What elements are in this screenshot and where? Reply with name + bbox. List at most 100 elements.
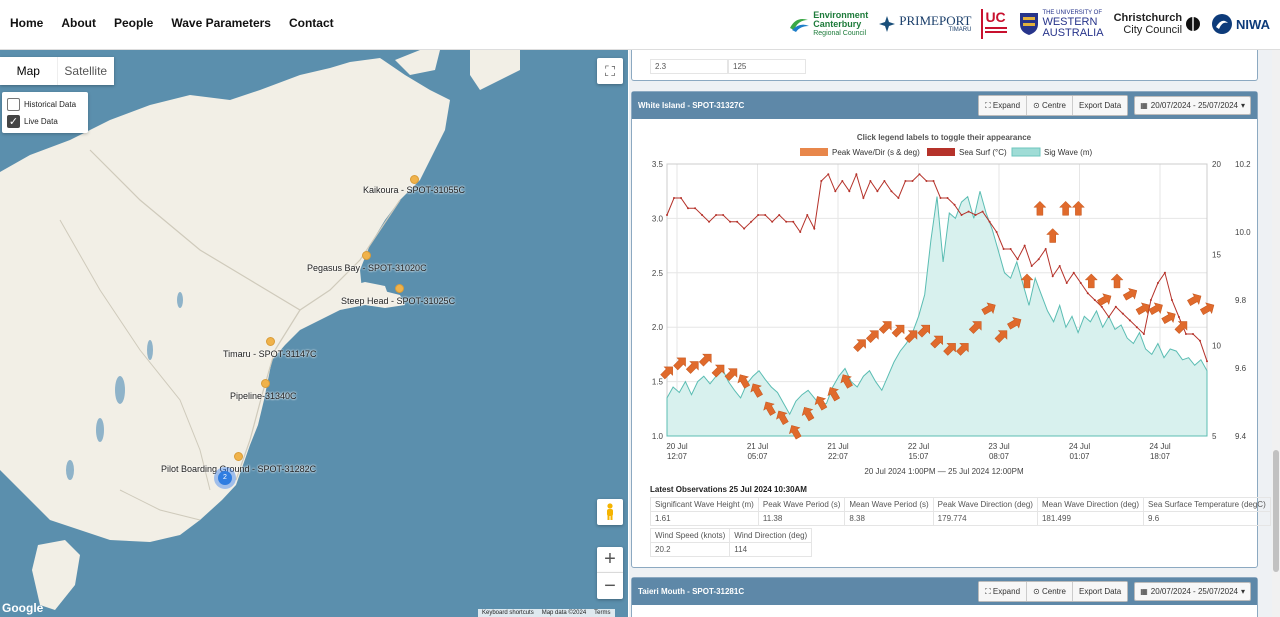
- primeport-logo[interactable]: PRIMEPORT TIMARU: [878, 14, 971, 34]
- peak-wave-arrow: [853, 339, 866, 353]
- station-label-pipeline[interactable]: Pipeline-31340C: [230, 391, 297, 401]
- sea-temp-point: [806, 214, 809, 216]
- keyboard-shortcuts-link[interactable]: Keyboard shortcuts: [482, 610, 534, 616]
- station-panel[interactable]: 2.3 125 White Island - SPOT-31327C ⛶ Exp…: [629, 50, 1272, 617]
- observation-value: 179.774: [932, 511, 1038, 526]
- station-marker-steep-head[interactable]: [395, 284, 404, 293]
- nav-home[interactable]: Home: [10, 16, 44, 30]
- peak-wave-arrow: [1084, 273, 1098, 289]
- station-label-timaru[interactable]: Timaru - SPOT-31147C: [223, 349, 317, 359]
- fullscreen-button[interactable]: ⛶: [597, 58, 623, 84]
- legend-swatch-1: [927, 148, 955, 156]
- primeport-text: PRIMEPORT: [899, 13, 972, 28]
- uwa-logo[interactable]: THE UNIVERSITY OF WESTERN AUSTRALIA: [1019, 10, 1104, 39]
- card2-date-range-picker[interactable]: ▦ 20/07/2024 - 25/07/2024 ▾: [1134, 582, 1251, 601]
- ecan-logo[interactable]: Environment Canterbury Regional Council: [788, 10, 868, 38]
- sea-temp-point: [1016, 258, 1019, 261]
- x-tick-label: 08:07: [989, 452, 1010, 461]
- wave-chart[interactable]: Click legend labels to toggle their appe…: [632, 126, 1257, 478]
- export-data-button[interactable]: Export Data: [1072, 96, 1128, 115]
- nav-contact[interactable]: Contact: [288, 16, 334, 30]
- sea-temp-point: [694, 207, 697, 210]
- station-marker-pegasus-bay[interactable]: [362, 251, 371, 260]
- station-cluster[interactable]: 2: [214, 467, 236, 489]
- legend-item-1[interactable]: Sea Surf (°C): [927, 148, 1007, 157]
- card-header: White Island - SPOT-31327C ⛶ Expand ⊙ Ce…: [632, 92, 1257, 119]
- sea-temp-point: [848, 190, 851, 193]
- map-view[interactable]: Kaikoura - SPOT-31055C Pegasus Bay - SPO…: [0, 50, 628, 617]
- x-tick-label: 12:07: [667, 452, 688, 461]
- peak-wave-arrow: [865, 330, 879, 344]
- top-navbar: Home About People Wave Parameters Contac…: [0, 0, 1280, 50]
- previous-station-card: 2.3 125: [631, 50, 1258, 81]
- street-view-button[interactable]: [597, 499, 623, 525]
- historical-label: Historical Data: [24, 100, 77, 109]
- legend-item-0[interactable]: Peak Wave/Dir (s & deg): [800, 148, 920, 157]
- x-tick-label: 24 Jul: [1069, 442, 1091, 451]
- x-tick-label: 21 Jul: [747, 442, 769, 451]
- observation-label: Mean Wave Period (s): [844, 497, 934, 512]
- nav-wave-parameters[interactable]: Wave Parameters: [171, 16, 271, 30]
- sea-temp-point: [764, 214, 767, 216]
- live-checkbox[interactable]: ✓: [7, 115, 20, 128]
- niwa-logo[interactable]: NIWA: [1211, 13, 1270, 35]
- terms-link[interactable]: Terms: [594, 610, 611, 616]
- y-left-tick-label: 2.5: [652, 269, 664, 278]
- zoom-in-button[interactable]: +: [597, 547, 623, 573]
- cluster-count: 2: [218, 471, 232, 485]
- y-temp-tick-label: 9.6: [1235, 364, 1247, 373]
- sea-temp-point: [729, 220, 732, 223]
- sea-temp-point: [1072, 271, 1075, 274]
- peak-wave-arrow: [660, 366, 673, 380]
- centre-button[interactable]: ⊙ Centre: [1027, 96, 1073, 115]
- station-label-kaikoura[interactable]: Kaikoura - SPOT-31055C: [363, 185, 466, 195]
- card2-header: Taieri Mouth - SPOT-31281C ⛶ Expand ⊙ Ce…: [632, 578, 1257, 605]
- page-scrollbar[interactable]: [1272, 50, 1280, 617]
- station-marker-pipeline[interactable]: [261, 379, 270, 388]
- peak-wave-arrow: [750, 383, 763, 398]
- nav-people[interactable]: People: [114, 16, 154, 30]
- legend-item-2[interactable]: Sig Wave (m): [1011, 147, 1092, 157]
- map-type-map[interactable]: Map: [0, 57, 58, 85]
- station-marker-kaikoura[interactable]: [410, 175, 419, 184]
- x-tick-label: 24 Jul: [1149, 442, 1171, 451]
- primeport-sub: TIMARU: [948, 27, 972, 33]
- station-marker-pilot-boarding-ground[interactable]: [234, 452, 243, 461]
- card2-expand-button[interactable]: ⛶ Expand: [979, 582, 1028, 601]
- station-label-pilot-boarding-ground[interactable]: Pilot Boarding Ground - SPOT-31282C: [161, 464, 317, 474]
- minus-icon: −: [604, 574, 616, 597]
- x-tick-label: 22:07: [828, 452, 849, 461]
- station-label-pegasus-bay[interactable]: Pegasus Bay - SPOT-31020C: [307, 263, 427, 273]
- observation-value: 9.6: [1143, 511, 1271, 526]
- sea-temp-point: [1107, 316, 1110, 318]
- observation-value: 11.38: [757, 511, 846, 526]
- sea-temp-point: [855, 173, 858, 176]
- map-type-satellite[interactable]: Satellite: [64, 64, 108, 78]
- sea-temp-point: [722, 214, 725, 216]
- y-period-tick-label: 5: [1212, 432, 1217, 441]
- historical-checkbox[interactable]: [7, 98, 20, 111]
- ccc-logo[interactable]: Christchurch City Council: [1114, 12, 1201, 36]
- sea-temp-point: [1135, 326, 1138, 329]
- date-range-picker[interactable]: ▦ 20/07/2024 - 25/07/2024 ▾: [1134, 96, 1251, 115]
- legend-swatch-0: [800, 148, 828, 156]
- observation-value: 8.38: [844, 511, 934, 526]
- card2-export-button[interactable]: Export Data: [1072, 582, 1128, 601]
- uwa-line-3: AUSTRALIA: [1042, 26, 1104, 39]
- x-tick-label: 21 Jul: [827, 442, 849, 451]
- sea-temp-point: [1009, 248, 1012, 250]
- uc-logo[interactable]: UC: [981, 9, 1009, 39]
- expand-button[interactable]: ⛶ Expand: [979, 96, 1028, 115]
- scrollbar-thumb[interactable]: [1273, 450, 1279, 572]
- layer-live[interactable]: ✓ Live Data: [7, 113, 83, 130]
- peak-wave-arrow: [776, 410, 789, 425]
- zoom-out-button[interactable]: −: [597, 573, 623, 599]
- peak-wave-arrow: [673, 357, 686, 371]
- card2-centre-button[interactable]: ⊙ Centre: [1027, 582, 1073, 601]
- sea-temp-point: [939, 197, 942, 199]
- nav-about[interactable]: About: [61, 16, 96, 30]
- peak-wave-arrow: [801, 406, 815, 422]
- layer-historical[interactable]: Historical Data: [7, 96, 83, 113]
- station-marker-timaru[interactable]: [266, 337, 275, 346]
- station-label-steep-head[interactable]: Steep Head - SPOT-31025C: [341, 296, 456, 306]
